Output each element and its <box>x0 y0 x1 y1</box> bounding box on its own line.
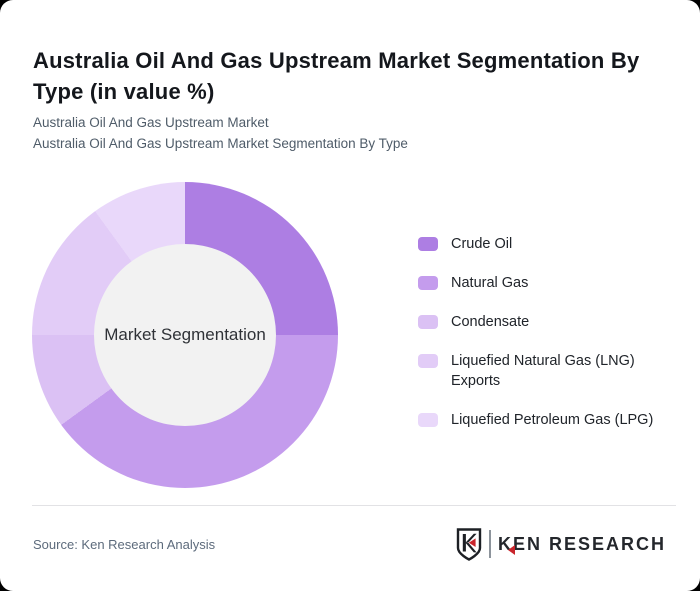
legend-item: Natural Gas <box>418 273 670 293</box>
legend-label: Condensate <box>451 314 530 330</box>
legend-item: Crude Oil <box>418 234 670 254</box>
subtitle-line-2: Australia Oil And Gas Upstream Market Se… <box>33 136 408 151</box>
source-note: Source: Ken Research Analysis <box>33 537 216 552</box>
logo-shield-icon <box>456 527 482 561</box>
legend-item: Liquefied Petroleum Gas (LPG) <box>418 410 670 430</box>
donut-chart: Market Segmentation <box>32 182 338 488</box>
footer-divider <box>32 505 676 506</box>
subtitle-line-1: Australia Oil And Gas Upstream Market <box>33 115 269 130</box>
subtitle-block: Australia Oil And Gas Upstream Market Au… <box>33 112 408 154</box>
legend-swatch <box>418 315 438 329</box>
legend-label: Crude Oil <box>451 236 513 252</box>
logo-k-letter: K <box>497 533 513 554</box>
legend-swatch <box>418 413 438 427</box>
logo-red-triangle-icon <box>507 544 515 555</box>
legend: Crude Oil Natural Gas Condensate Liquefied … <box>418 234 670 430</box>
legend-swatch <box>418 276 438 290</box>
legend-label: Liquefied Natural Gas (LNG) Exports <box>451 353 635 389</box>
legend-label: Natural Gas <box>451 275 529 291</box>
logo-separator <box>488 530 491 558</box>
ken-research-logo: K EN RESEARCH <box>456 527 666 561</box>
donut-center: Market Segmentation <box>94 244 276 426</box>
page-title: Australia Oil And Gas Upstream Market Se… <box>33 47 640 104</box>
legend-swatch <box>418 237 438 251</box>
legend-swatch <box>418 354 438 368</box>
logo-rest-letters: EN RESEARCH <box>512 533 666 554</box>
legend-label: Liquefied Petroleum Gas (LPG) <box>451 412 654 428</box>
legend-item: Condensate <box>418 312 670 332</box>
logo-wordmark: K EN RESEARCH <box>498 534 666 555</box>
donut-center-label: Market Segmentation <box>104 325 266 344</box>
legend-item: Liquefied Natural Gas (LNG) Exports <box>418 351 670 391</box>
